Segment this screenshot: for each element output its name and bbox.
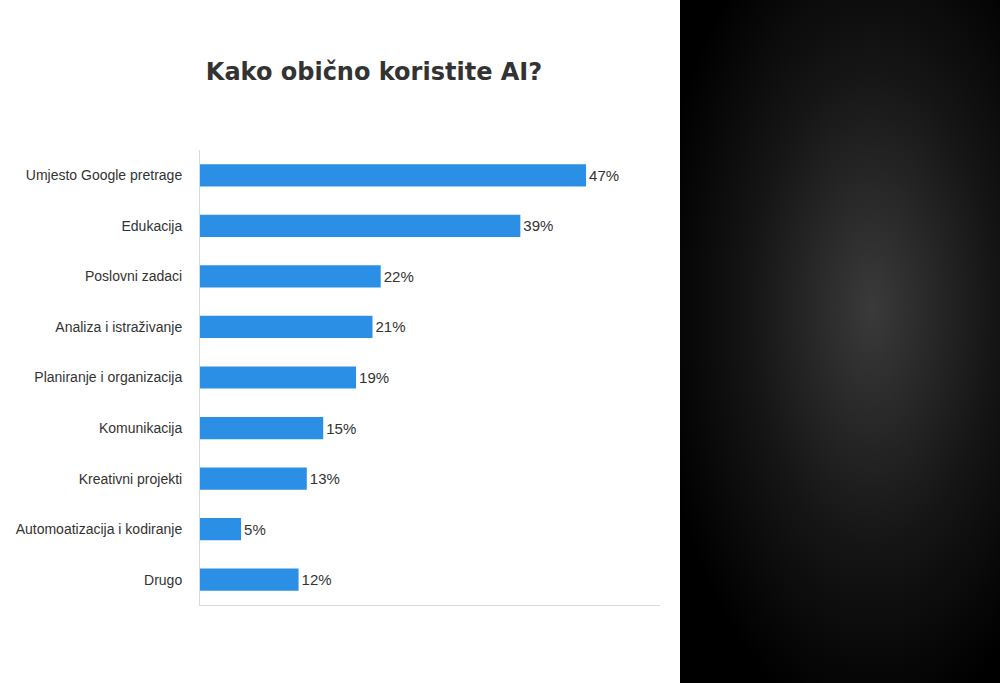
- svg-text:Umjesto Google pretrage: Umjesto Google pretrage: [26, 167, 183, 183]
- svg-text:12%: 12%: [302, 571, 332, 588]
- svg-text:Automoatizacija i kodiranje: Automoatizacija i kodiranje: [16, 521, 183, 537]
- svg-text:Komunikacija: Komunikacija: [99, 420, 182, 436]
- svg-text:5%: 5%: [244, 521, 266, 538]
- svg-text:Planiranje i organizacija: Planiranje i organizacija: [34, 369, 182, 385]
- svg-text:19%: 19%: [359, 369, 389, 386]
- svg-text:13%: 13%: [310, 470, 340, 487]
- svg-text:15%: 15%: [326, 420, 356, 437]
- svg-text:39%: 39%: [523, 217, 553, 234]
- svg-text:Poslovni zadaci: Poslovni zadaci: [85, 268, 182, 284]
- svg-text:47%: 47%: [589, 167, 619, 184]
- svg-text:21%: 21%: [376, 318, 406, 335]
- svg-text:Analiza i istraživanje: Analiza i istraživanje: [55, 319, 182, 335]
- svg-text:Kreativni projekti: Kreativni projekti: [79, 471, 183, 487]
- svg-text:22%: 22%: [384, 268, 414, 285]
- svg-text:Kako obično koristite AI?: Kako obično koristite AI?: [206, 58, 542, 86]
- svg-text:Drugo: Drugo: [144, 572, 182, 588]
- svg-text:Edukacija: Edukacija: [121, 218, 182, 234]
